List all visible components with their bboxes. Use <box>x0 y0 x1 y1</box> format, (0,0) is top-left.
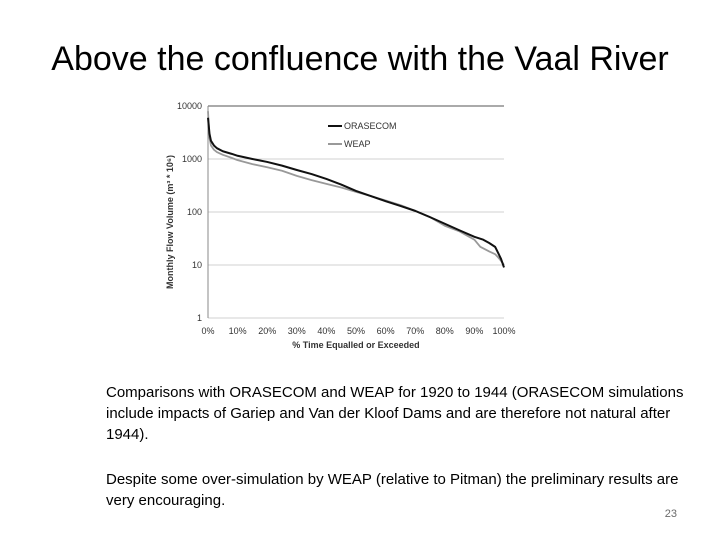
y-tick-label: 1000 <box>182 154 202 164</box>
x-tick-label: 20% <box>258 326 276 336</box>
legend-label: ORASECOM <box>344 121 397 131</box>
y-tick-label: 10000 <box>177 101 202 111</box>
y-tick-label: 10 <box>192 260 202 270</box>
legend: ORASECOM WEAP <box>328 121 397 149</box>
chart-background <box>160 96 532 354</box>
tick-layer: 1 10 100 1000 10000 0% 10% 20% 30% 40% 50% 60% 70% 80… <box>177 101 516 336</box>
legend-label: WEAP <box>344 139 371 149</box>
y-tick-label: 1 <box>197 313 202 323</box>
series-line-weap <box>207 111 505 266</box>
caption-conclusion: Despite some over-simulation by WEAP (re… <box>106 471 679 509</box>
x-tick-label: 0% <box>201 326 214 336</box>
chart-svg: 1 10 100 1000 10000 0% 10% 20% 30% 40% 50% 60% 70% 80… <box>160 96 532 354</box>
x-tick-label: 70% <box>406 326 424 336</box>
x-tick-label: 50% <box>347 326 365 336</box>
x-tick-label: 40% <box>317 326 335 336</box>
slide-title: Above the confluence with the Vaal River <box>51 40 669 78</box>
x-tick-label: 60% <box>377 326 395 336</box>
x-tick-label: 80% <box>436 326 454 336</box>
x-tick-label: 10% <box>229 326 247 336</box>
flow-duration-chart: 1 10 100 1000 10000 0% 10% 20% 30% 40% 50% 60% 70% 80… <box>160 96 532 354</box>
y-axis-label: Monthly Flow Volume (m³ * 10⁶) <box>165 155 175 289</box>
caption-comparison: Comparisons with ORASECOM and WEAP for 1… <box>106 384 684 443</box>
x-tick-label: 30% <box>288 326 306 336</box>
x-tick-label: 90% <box>465 326 483 336</box>
x-tick-label: 100% <box>492 326 515 336</box>
series-layer <box>207 111 505 268</box>
x-axis-label: % Time Equalled or Exceeded <box>292 340 419 350</box>
y-tick-label: 100 <box>187 207 202 217</box>
page-number: 23 <box>664 508 677 520</box>
series-line-orasecom <box>207 117 505 268</box>
